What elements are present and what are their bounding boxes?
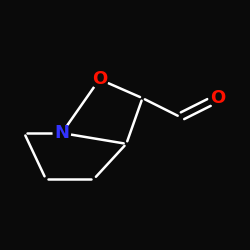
Text: N: N xyxy=(54,124,69,142)
Text: O: O xyxy=(210,89,225,107)
Circle shape xyxy=(53,124,70,142)
Circle shape xyxy=(209,90,226,107)
Circle shape xyxy=(91,71,108,88)
Text: O: O xyxy=(92,70,107,88)
